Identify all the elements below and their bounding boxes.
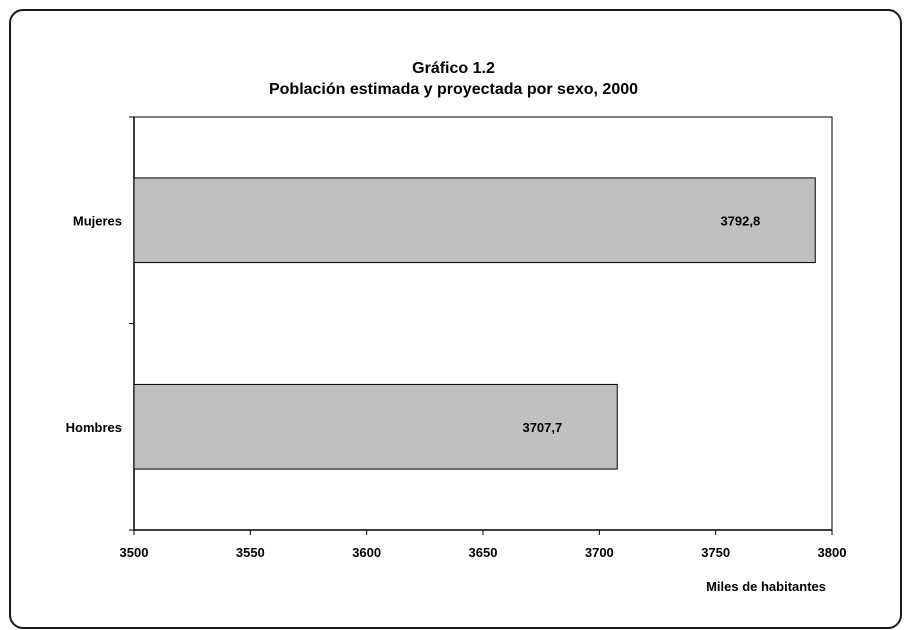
chart-frame bbox=[9, 9, 902, 629]
bar-hombres bbox=[133, 383, 618, 470]
x-tick-label: 3700 bbox=[585, 545, 614, 560]
x-tick-label: 3650 bbox=[469, 545, 498, 560]
data-label-hombres: 3707,7 bbox=[522, 420, 562, 435]
x-tick-label: 3500 bbox=[120, 545, 149, 560]
x-tick-label: 3600 bbox=[352, 545, 381, 560]
x-axis-label: Miles de habitantes bbox=[706, 579, 826, 594]
x-tick-label: 3800 bbox=[818, 545, 847, 560]
y-tick-label-mujeres: Mujeres bbox=[73, 213, 122, 228]
y-tick-label-hombres: Hombres bbox=[66, 420, 122, 435]
x-tick-label: 3750 bbox=[701, 545, 730, 560]
x-tick-label: 3550 bbox=[236, 545, 265, 560]
chart-subtitle: Población estimada y proyectada por sexo… bbox=[268, 81, 639, 98]
bar-mujeres bbox=[133, 177, 816, 264]
data-label-mujeres: 3792,8 bbox=[720, 213, 760, 228]
chart-title: Gráfico 1.2 bbox=[412, 60, 495, 77]
